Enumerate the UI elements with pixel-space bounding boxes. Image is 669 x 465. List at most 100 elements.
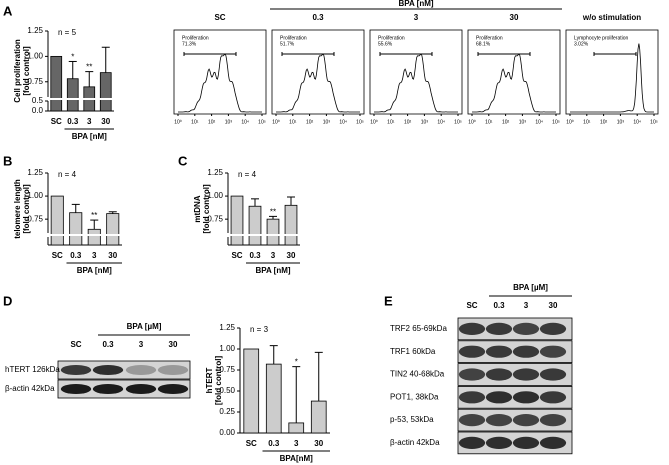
significance: * — [295, 358, 298, 367]
x-tick-label: 10⁴ — [535, 119, 543, 125]
blot-band — [512, 413, 540, 427]
group-label: BPA [nM] — [398, 0, 433, 8]
gate-value: 71.3% — [182, 41, 197, 47]
x-tick-label: 0.3 — [67, 117, 79, 126]
y-axis-label: [fold control] — [22, 184, 31, 234]
blot-band — [485, 345, 513, 358]
gate-label: Proliferation — [280, 35, 307, 41]
lane-label: 3 — [524, 301, 529, 310]
histogram-curve — [178, 53, 262, 113]
y-tick-label: 1.00 — [207, 191, 223, 200]
x-tick-label: SC — [246, 439, 257, 448]
panel-letter: B — [3, 153, 12, 168]
x-tick-label: 30 — [287, 251, 296, 260]
y-tick-label: 1.00 — [219, 344, 235, 353]
blot-band — [157, 383, 189, 395]
blot-band — [512, 391, 540, 404]
lane-label: 3 — [139, 340, 144, 349]
bar — [50, 195, 64, 246]
blot-band — [512, 368, 540, 381]
lane-label: 0.3 — [493, 301, 505, 310]
annotation: n = 4 — [238, 170, 257, 179]
y-tick-label: 0.75 — [27, 77, 43, 86]
axis-break — [44, 98, 116, 100]
x-tick-label: 0.3 — [268, 439, 280, 448]
x-tick-label: 10⁵ — [650, 119, 658, 125]
y-tick-label: 0.75 — [207, 214, 223, 223]
histogram-frame — [173, 29, 267, 115]
histogram-frame — [565, 29, 659, 115]
panel-letter: E — [384, 293, 393, 308]
blot-band — [512, 345, 540, 358]
y-tick-label: 0.25 — [219, 407, 235, 416]
lane-label: SC — [466, 301, 477, 310]
blot-band — [157, 364, 189, 376]
y-tick-label: 0.0 — [32, 106, 44, 115]
blot-band — [539, 436, 567, 450]
axis-break — [44, 234, 124, 236]
x-tick-label: 10² — [404, 119, 412, 125]
y-axis-label: Cell proliferation — [13, 39, 22, 103]
gate-label: Proliferation — [476, 35, 503, 41]
y-tick-label: 0.75 — [219, 365, 235, 374]
blot-band — [60, 383, 92, 395]
y-tick-label: 1.00 — [27, 51, 43, 60]
y-tick-label: 1.25 — [27, 26, 43, 35]
annotation: n = 3 — [250, 325, 269, 334]
blot-band — [60, 364, 92, 376]
gate-value: 51.7% — [280, 41, 295, 47]
x-tick-label: SC — [52, 251, 63, 260]
blot-band — [485, 368, 513, 381]
blot-band — [485, 391, 513, 404]
x-tick-label: 3 — [92, 251, 97, 260]
histogram-curve — [570, 43, 654, 113]
bar — [243, 348, 260, 434]
y-axis-label: [fold control] — [22, 46, 31, 96]
lane-label: 30 — [169, 340, 178, 349]
panel-title: w/o stimulation — [582, 13, 641, 22]
significance: ** — [91, 211, 97, 220]
x-tick-label: 10⁵ — [552, 119, 560, 125]
x-tick-label: 10¹ — [387, 119, 395, 125]
blot-band — [125, 383, 157, 395]
histogram-frame — [467, 29, 561, 115]
bar — [50, 55, 63, 112]
blot-band — [458, 436, 486, 450]
gate-label: Proliferation — [378, 35, 405, 41]
panel-letter: A — [3, 3, 13, 18]
row-label: β-actin 42kDa — [390, 438, 440, 447]
y-tick-label: 1.25 — [27, 168, 43, 177]
panel-title: 0.3 — [312, 13, 324, 22]
bar — [66, 78, 79, 112]
y-tick-label: 1.00 — [27, 191, 43, 200]
bar — [288, 422, 305, 434]
x-tick-label: 10⁰ — [566, 119, 574, 125]
gate-label: Lymphocyte proliferation — [574, 35, 629, 41]
bar — [230, 195, 244, 246]
y-tick-label: 0.50 — [219, 386, 235, 395]
lane-label: 0.3 — [102, 340, 114, 349]
histogram-curve — [276, 53, 360, 113]
x-tick-label: 10² — [208, 119, 216, 125]
blot-band — [458, 413, 486, 427]
x-tick-label: 30 — [101, 117, 110, 126]
panel-title: 3 — [414, 13, 419, 22]
x-tick-label: 10¹ — [485, 119, 493, 125]
histogram-curve — [374, 53, 458, 113]
blot-band — [458, 368, 486, 381]
x-tick-label: 10⁴ — [241, 119, 249, 125]
x-tick-label: 30 — [314, 439, 323, 448]
row-label: hTERT 126kDa — [5, 365, 60, 374]
blot-band — [485, 322, 513, 336]
y-tick-label: 0.5 — [32, 96, 44, 105]
x-tick-label: 10⁴ — [633, 119, 641, 125]
x-tick-label: 3 — [294, 439, 299, 448]
x-tick-label: 10⁵ — [258, 119, 266, 125]
significance: ** — [86, 63, 92, 72]
significance: * — [71, 53, 74, 62]
x-tick-label: 10¹ — [289, 119, 297, 125]
blot-band — [458, 322, 486, 336]
y-tick-label: 1.25 — [207, 168, 223, 177]
panel-title: 30 — [510, 13, 519, 22]
